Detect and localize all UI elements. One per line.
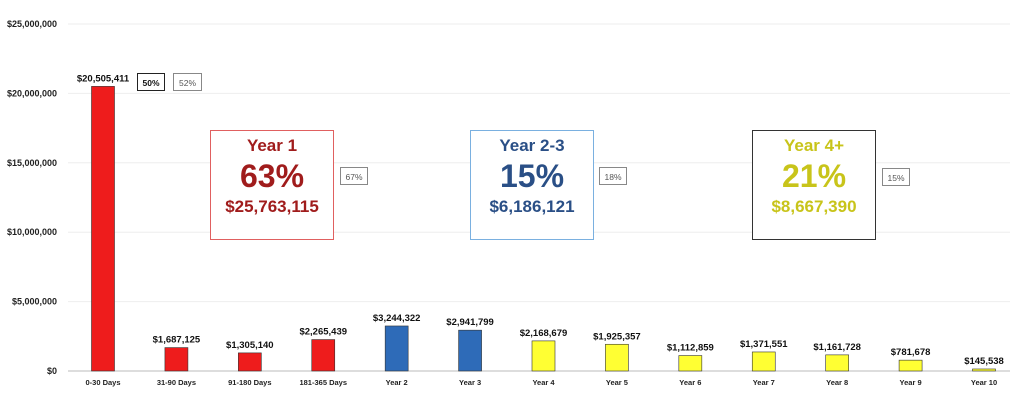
- year23-amount: $6,186,121: [489, 197, 575, 216]
- bar: [825, 354, 849, 372]
- bar: [164, 347, 189, 372]
- x-tick-label: Year 4: [532, 378, 555, 387]
- year23-percent: 15%: [499, 158, 565, 194]
- x-tick-label: Year 10: [971, 378, 997, 387]
- y-tick-label: $15,000,000: [7, 158, 57, 168]
- data-label: $20,505,411: [77, 73, 130, 84]
- x-tick-label: Year 8: [826, 378, 848, 387]
- x-tick-label: Year 9: [900, 378, 922, 387]
- x-tick-label: Year 7: [753, 378, 775, 387]
- year1-percent: 63%: [239, 158, 305, 194]
- x-tick-label: 31-90 Days: [157, 378, 196, 387]
- bar: [238, 352, 262, 372]
- year23-summary-box: Year 2-3 15% $6,186,121: [470, 130, 594, 240]
- data-label: $1,925,357: [593, 331, 641, 342]
- bar: [972, 368, 996, 372]
- first-bar-alt-percent-badge: 52%: [173, 73, 202, 91]
- bar: [384, 325, 409, 372]
- year4-alt-percent-badge: 15%: [882, 168, 910, 186]
- y-tick-label: $0: [47, 366, 57, 376]
- x-tick-label: Year 3: [459, 378, 481, 387]
- x-axis-categories: 0-30 Days 31-90 Days 91-180 Days 181-365 Da…: [85, 378, 997, 387]
- bar: [458, 329, 482, 372]
- year23-title: Year 2-3: [499, 136, 565, 155]
- year4-percent: 21%: [781, 158, 847, 194]
- data-labels: $20,505,411 $1,687,125 $1,305,140 $2,265,43…: [77, 73, 1004, 367]
- data-label: $1,687,125: [153, 335, 201, 346]
- data-label: $2,265,439: [299, 327, 347, 338]
- year1-summary-box: Year 1 63% $25,763,115: [210, 130, 334, 240]
- bar: [91, 86, 115, 372]
- x-tick-label: Year 6: [679, 378, 701, 387]
- bar: [898, 359, 923, 372]
- bar: [311, 339, 336, 372]
- data-label: $145,538: [964, 356, 1004, 367]
- year1-amount: $25,763,115: [225, 197, 319, 216]
- first-bar-percent-badge: 50%: [137, 73, 165, 91]
- data-label: $1,305,140: [226, 340, 274, 351]
- bars: [91, 86, 996, 372]
- year4-summary-box: Year 4+ 21% $8,667,390: [752, 130, 876, 240]
- y-tick-label: $10,000,000: [7, 227, 57, 237]
- bar: [678, 355, 703, 372]
- y-tick-label: $25,000,000: [7, 19, 57, 29]
- year1-title: Year 1: [246, 136, 298, 155]
- x-tick-label: Year 5: [606, 378, 628, 387]
- year4-amount: $8,667,390: [771, 197, 857, 216]
- year23-alt-percent-badge: 18%: [599, 167, 627, 185]
- data-label: $2,941,799: [446, 317, 494, 328]
- y-tick-label: $20,000,000: [7, 88, 57, 98]
- data-label: $2,168,679: [520, 328, 568, 339]
- y-axis-ticks: $0 $5,000,000 $10,000,000 $15,000,000 $20,00…: [7, 19, 57, 376]
- year4-title: Year 4+: [783, 136, 845, 155]
- x-tick-label: 181-365 Days: [299, 378, 347, 387]
- data-label: $1,112,859: [667, 343, 714, 354]
- x-tick-label: 91-180 Days: [228, 378, 271, 387]
- data-label: $781,678: [891, 347, 931, 358]
- x-tick-label: 0-30 Days: [85, 378, 120, 387]
- bar: [751, 351, 776, 372]
- bar: [531, 340, 556, 372]
- bar: [605, 343, 629, 372]
- data-label: $1,371,551: [740, 339, 788, 350]
- data-label: $1,161,728: [813, 342, 861, 353]
- y-tick-label: $5,000,000: [12, 297, 57, 307]
- year1-alt-percent-badge: 67%: [340, 167, 368, 185]
- x-tick-label: Year 2: [386, 378, 408, 387]
- data-label: $3,244,322: [373, 313, 421, 324]
